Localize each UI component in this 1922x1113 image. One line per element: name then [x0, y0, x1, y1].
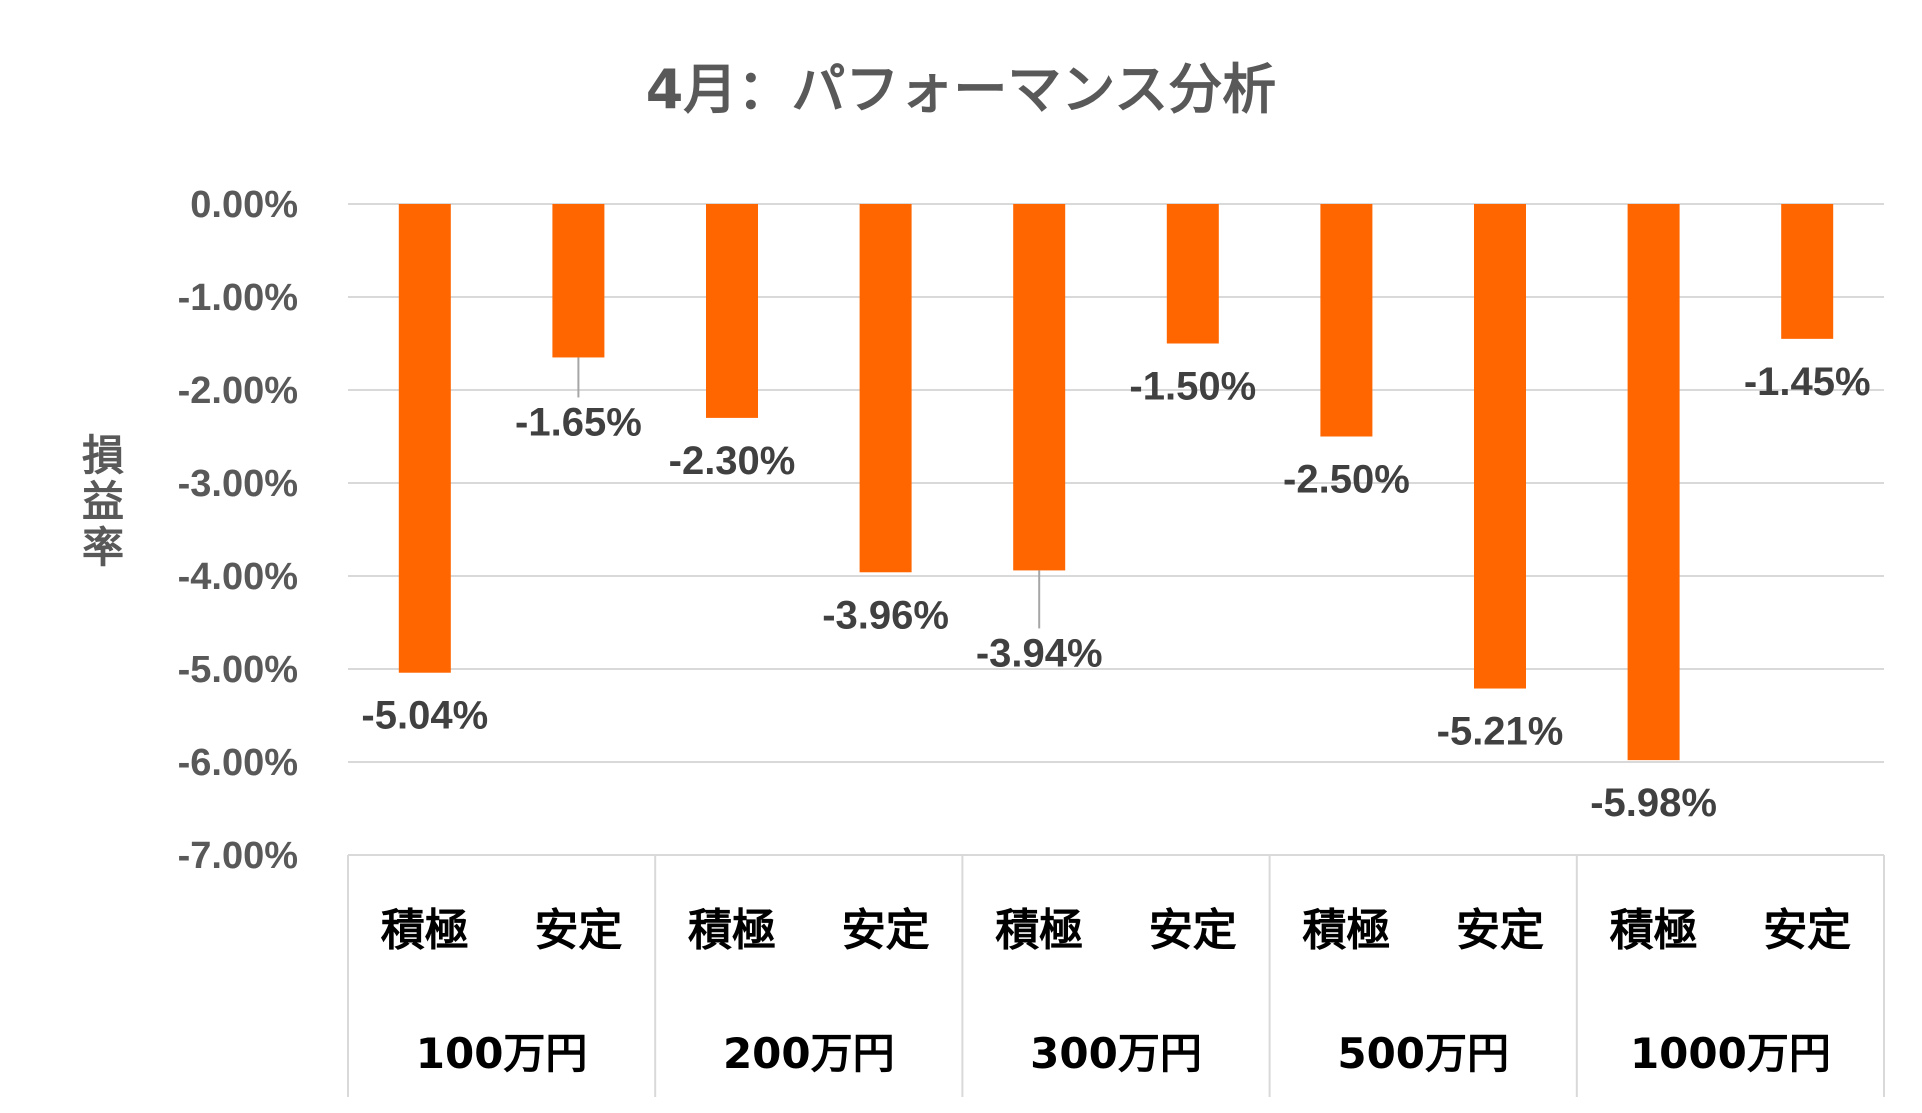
- category-label: 安定: [534, 905, 622, 956]
- bar: [1627, 204, 1680, 761]
- y-axis-label-char: 率: [82, 523, 124, 572]
- data-label: -3.94%: [976, 631, 1103, 675]
- data-labels: -5.04% -1.65% -2.30% -3.96% -3.94% -1.50% -2.5…: [361, 360, 1870, 825]
- y-axis-label: 損益率: [82, 431, 124, 572]
- bars: [398, 204, 1834, 761]
- y-axis-ticks: 0.00% -1.00% -2.00% -3.00% -4.00% -5.00% -6.00…: [178, 184, 298, 877]
- group-label: 100万円: [416, 1029, 588, 1078]
- data-label: -5.21%: [1437, 710, 1564, 754]
- group-label: 500万円: [1337, 1029, 1509, 1078]
- bar: [552, 204, 605, 358]
- bar: [706, 204, 758, 418]
- category-label: 積極: [1610, 905, 1698, 956]
- category-label: 積極: [381, 905, 469, 956]
- bar: [1166, 204, 1219, 344]
- group-label: 200万円: [723, 1029, 895, 1078]
- y-tick-label: -4.00%: [178, 556, 298, 598]
- y-axis-title: 損益率: [82, 431, 124, 572]
- data-label: -5.04%: [361, 694, 488, 738]
- y-tick-label: -5.00%: [178, 649, 298, 691]
- bar: [1013, 204, 1066, 571]
- category-label: 安定: [1149, 905, 1237, 956]
- data-label: -2.50%: [1283, 458, 1410, 502]
- data-label: -2.30%: [669, 439, 796, 483]
- category-label: 積極: [1302, 905, 1390, 956]
- group-label: 300万円: [1030, 1029, 1202, 1078]
- category-label: 安定: [1456, 905, 1544, 956]
- y-tick-label: -3.00%: [178, 463, 298, 505]
- chart-title: 4月：パフォーマンス分析: [646, 58, 1277, 121]
- y-axis-label-char: 損: [82, 431, 124, 480]
- data-label: -1.50%: [1129, 365, 1256, 409]
- bar: [859, 204, 912, 573]
- bar: [1474, 204, 1526, 689]
- group-label: 1000万円: [1630, 1029, 1831, 1078]
- y-tick-label: -7.00%: [178, 835, 298, 877]
- bar: [398, 204, 451, 673]
- x-axis: 積極 安定 100万円 積極 安定 200万円 積極 安定 300万円 積極 安定 500万円 積極 安定…: [347, 854, 1885, 1097]
- y-tick-label: -6.00%: [178, 742, 298, 784]
- leader-lines: [577, 357, 1041, 629]
- bar: [1781, 204, 1834, 339]
- data-label: -3.96%: [822, 593, 949, 637]
- data-label: -1.45%: [1744, 360, 1871, 404]
- y-axis-label-char: 益: [82, 477, 124, 526]
- data-label: -5.98%: [1590, 781, 1717, 825]
- category-label: 安定: [842, 905, 930, 956]
- y-tick-label: -1.00%: [178, 277, 298, 319]
- y-tick-label: 0.00%: [190, 184, 298, 226]
- data-label: -1.65%: [515, 400, 642, 444]
- category-label: 積極: [688, 905, 776, 956]
- category-label: 安定: [1763, 905, 1851, 956]
- category-label: 積極: [995, 905, 1083, 956]
- bar: [1320, 204, 1373, 437]
- y-tick-label: -2.00%: [178, 370, 298, 412]
